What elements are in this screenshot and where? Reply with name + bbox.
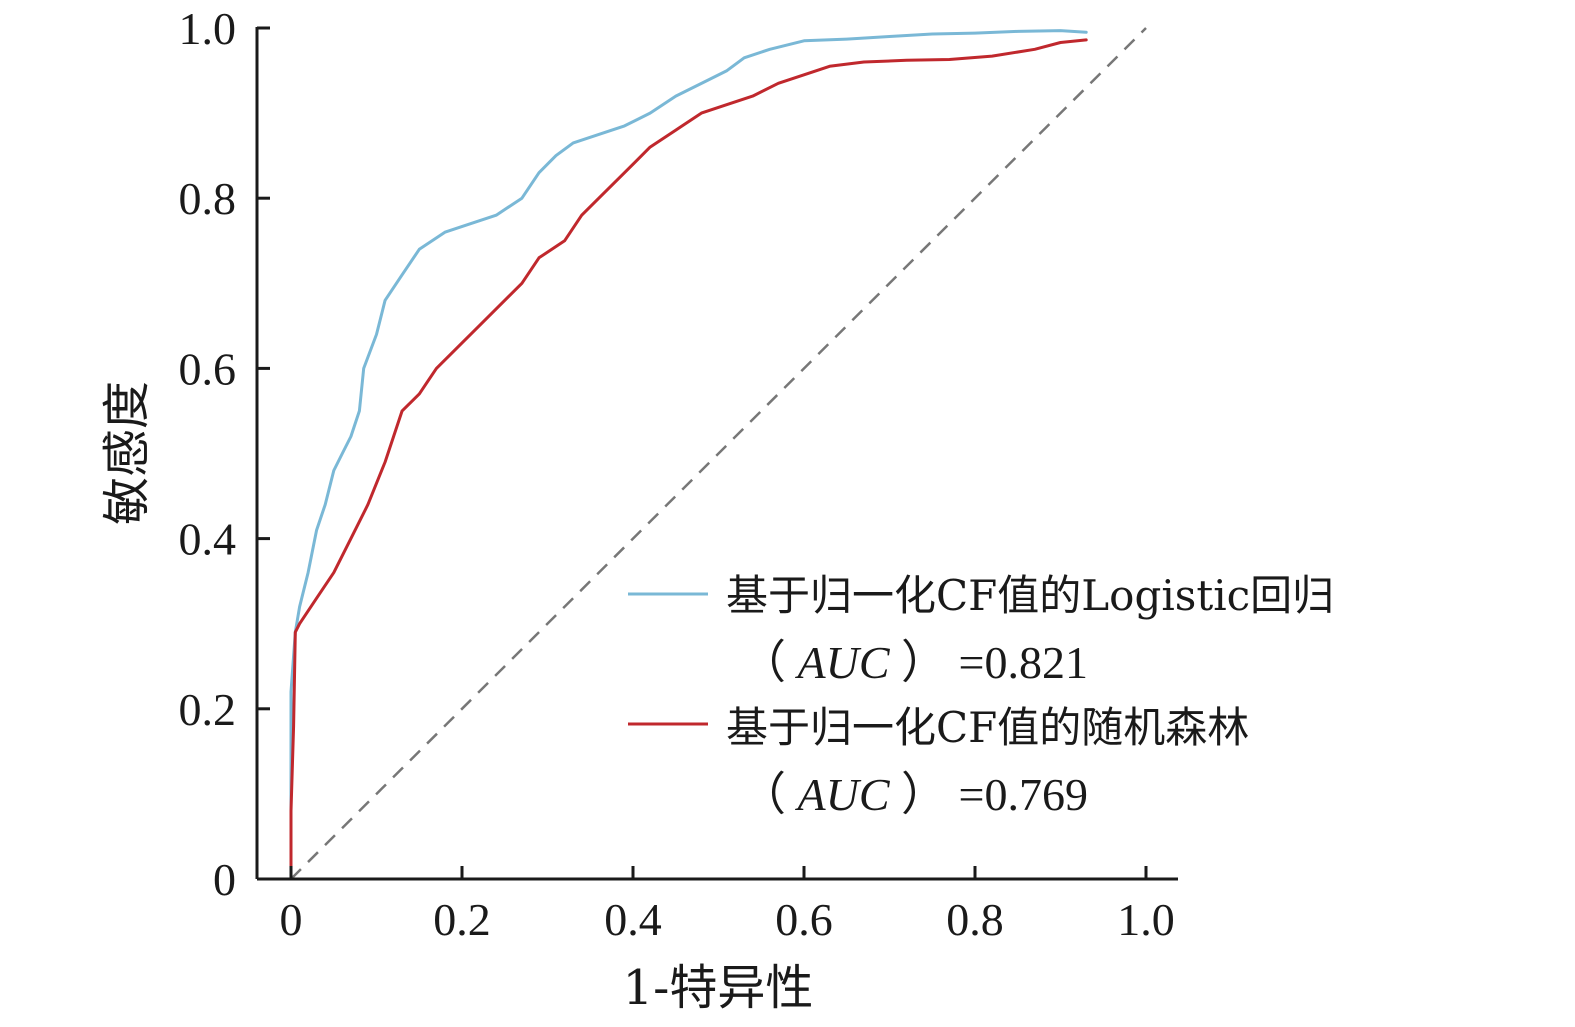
reference-diagonal-line — [290, 27, 1147, 880]
y-tick-label: 1.0 — [179, 3, 237, 54]
legend-label-logistic: 基于归一化CF值的Logistic回归 — [726, 571, 1334, 620]
roc-curve-logistic — [289, 29, 1088, 881]
legend-auc-label-random-forest: AUC — [795, 769, 891, 820]
y-ticks: 0 0.2 0.4 0.6 0.8 1.0 — [179, 3, 270, 905]
legend-auc-logistic: （ AUC ） =0.821 — [740, 637, 1088, 688]
x-tick-label: 0.4 — [604, 894, 662, 945]
legend-auc-close-random-forest: ） — [901, 769, 947, 820]
legend-auc-random-forest: （ AUC ） =0.769 — [740, 769, 1088, 820]
x-tick-label: 0.8 — [946, 894, 1004, 945]
x-tick-label: 1.0 — [1117, 894, 1175, 945]
y-axis-title: 敏感度 — [99, 381, 155, 525]
y-tick-label: 0 — [213, 854, 236, 905]
legend-auc-open-random-forest: （ — [740, 769, 786, 820]
y-tick-label: 0.4 — [179, 514, 237, 565]
legend: 基于归一化CF值的Logistic回归 （ AUC ） =0.821 基于归一化… — [628, 571, 1334, 820]
axes: 0 0.2 0.4 0.6 0.8 1.0 0 0.2 0.4 0.6 0.8 1.0 — [179, 3, 1178, 945]
y-tick-label: 0.2 — [179, 684, 237, 735]
series-lines — [289, 29, 1088, 881]
x-tick-label: 0.2 — [433, 894, 491, 945]
x-tick-label: 0.6 — [775, 894, 833, 945]
x-ticks: 0 0.2 0.4 0.6 0.8 1.0 — [280, 866, 1175, 945]
legend-auc-open-logistic: （ — [740, 637, 786, 688]
legend-auc-value-logistic: =0.821 — [959, 637, 1088, 688]
roc-curve-random-forest — [289, 38, 1088, 881]
legend-label-random-forest: 基于归一化CF值的随机森林 — [726, 703, 1249, 752]
reference-line-group — [290, 27, 1147, 880]
legend-auc-value-random-forest: =0.769 — [959, 769, 1088, 820]
y-tick-label: 0.8 — [179, 173, 237, 224]
y-tick-label: 0.6 — [179, 343, 237, 394]
legend-auc-close-logistic: ） — [901, 637, 947, 688]
legend-auc-label-logistic: AUC — [795, 637, 891, 688]
x-axis-title: 1-特异性 — [623, 960, 814, 1016]
x-tick-label: 0 — [280, 894, 303, 945]
